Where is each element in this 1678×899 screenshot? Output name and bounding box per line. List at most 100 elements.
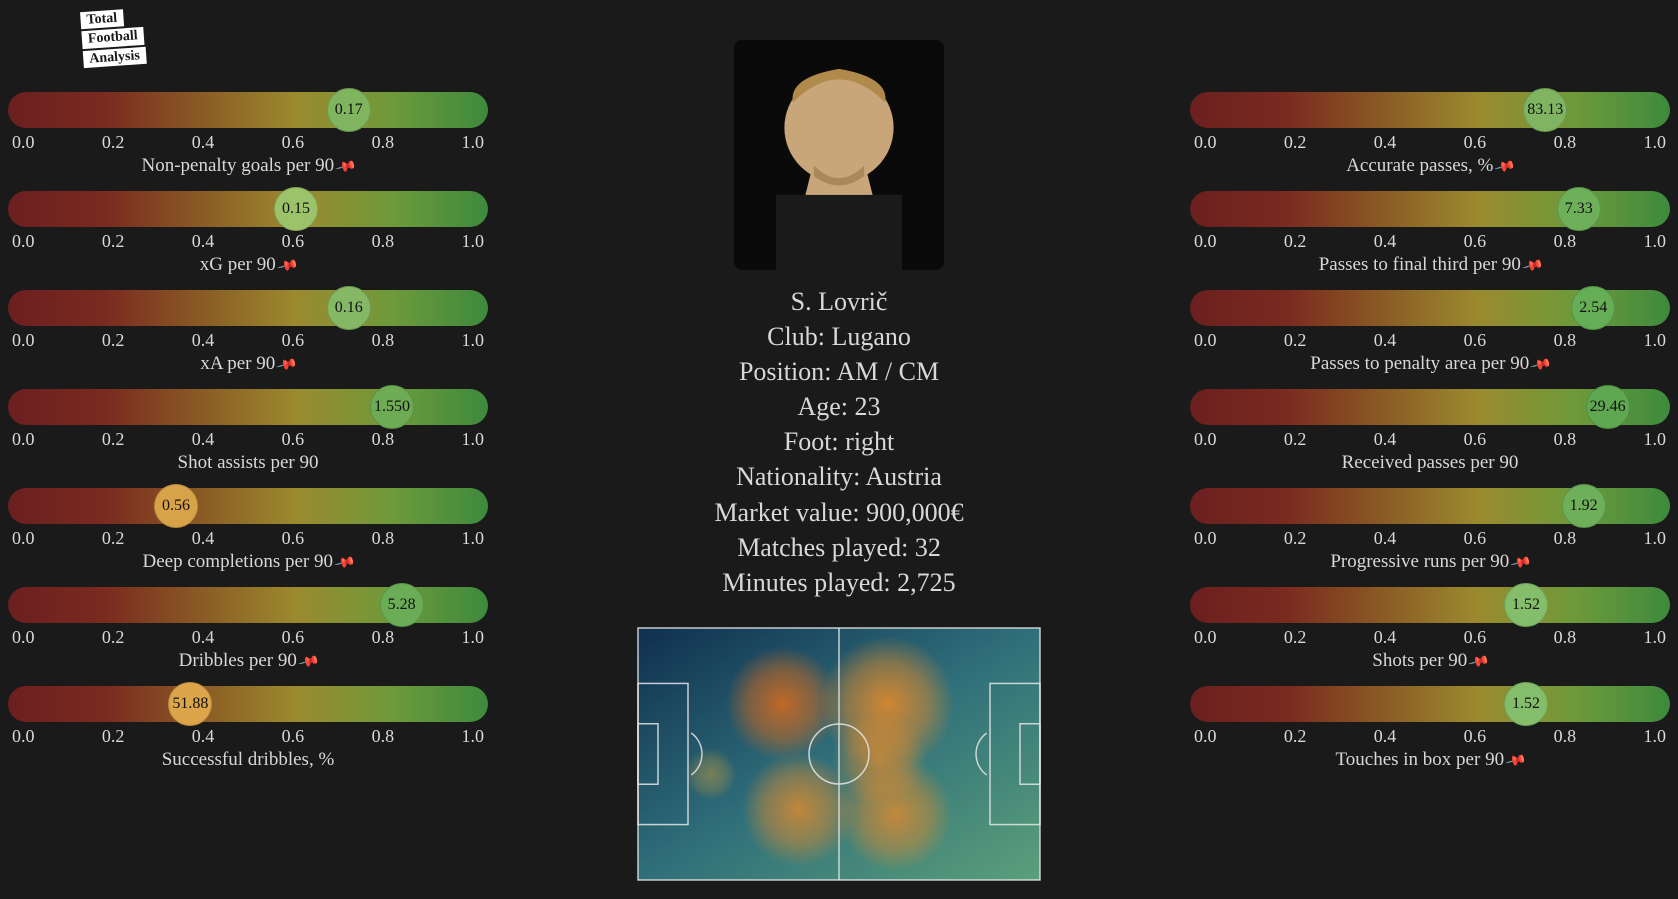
- gauge-handle: 1.52: [1504, 682, 1548, 726]
- gauge-ticks: 0.00.20.40.60.81.0: [8, 627, 488, 648]
- player-market-value-row: Market value: 900,000€: [589, 495, 1089, 530]
- metric-gauge: 0.17 0.00.20.40.60.81.0Non-penalty goals …: [8, 92, 488, 177]
- gauge-track: 51.88: [8, 686, 488, 722]
- logo-line: Football: [81, 27, 144, 49]
- metric-label: Progressive runs per 90📌: [1190, 551, 1670, 573]
- gauge-track: 1.550: [8, 389, 488, 425]
- metric-gauge: 0.15 0.00.20.40.60.81.0xG per 90📌: [8, 191, 488, 276]
- metric-gauge: 0.16 0.00.20.40.60.81.0xA per 90📌: [8, 290, 488, 375]
- metric-gauge: 7.33 0.00.20.40.60.81.0Passes to final th…: [1190, 191, 1670, 276]
- pin-icon: 📌: [1529, 354, 1553, 377]
- metric-label: Accurate passes, %📌: [1190, 155, 1670, 177]
- gauge-track: 1.52: [1190, 686, 1670, 722]
- gauge-handle: 1.52: [1504, 583, 1548, 627]
- metric-label: Non-penalty goals per 90📌: [8, 155, 488, 177]
- gauge-track: 2.54: [1190, 290, 1670, 326]
- player-matches-row: Matches played: 32: [589, 530, 1089, 565]
- metric-label: Shots per 90📌: [1190, 650, 1670, 672]
- gauge-ticks: 0.00.20.40.60.81.0: [8, 231, 488, 252]
- pin-icon: 📌: [1509, 552, 1533, 575]
- metric-gauge: 2.54 0.00.20.40.60.81.0Passes to penalty …: [1190, 290, 1670, 375]
- pin-icon: 📌: [1493, 156, 1517, 179]
- logo-line: Analysis: [83, 47, 147, 69]
- gauge-track: 7.33: [1190, 191, 1670, 227]
- gauge-ticks: 0.00.20.40.60.81.0: [8, 132, 488, 153]
- player-club-row: Club: Lugano: [589, 319, 1089, 354]
- pin-icon: 📌: [297, 651, 321, 674]
- gauge-track: 0.17: [8, 92, 488, 128]
- gauge-ticks: 0.00.20.40.60.81.0: [1190, 330, 1670, 351]
- metric-gauge: 0.56 0.00.20.40.60.81.0Deep completions p…: [8, 488, 488, 573]
- metric-label: Touches in box per 90📌: [1190, 749, 1670, 771]
- gauge-handle: 51.88: [168, 682, 212, 726]
- pin-icon: 📌: [276, 255, 300, 278]
- gauge-handle: 2.54: [1571, 286, 1615, 330]
- gauge-handle: 0.16: [327, 286, 371, 330]
- gauge-track: 0.15: [8, 191, 488, 227]
- metric-gauge: 1.550 0.00.20.40.60.81.0Shot assists per …: [8, 389, 488, 474]
- metric-label: Deep completions per 90📌: [8, 551, 488, 573]
- pin-icon: 📌: [1504, 750, 1528, 773]
- player-name: S. Lovrič: [589, 284, 1089, 319]
- gauge-handle: 0.17: [327, 88, 371, 132]
- metric-label: xG per 90📌: [8, 254, 488, 276]
- gauge-track: 29.46: [1190, 389, 1670, 425]
- pin-icon: 📌: [333, 552, 357, 575]
- player-age-row: Age: 23: [589, 389, 1089, 424]
- gauge-track: 5.28: [8, 587, 488, 623]
- gauge-ticks: 0.00.20.40.60.81.0: [1190, 132, 1670, 153]
- gauge-track: 0.16: [8, 290, 488, 326]
- metric-label: Passes to penalty area per 90📌: [1190, 353, 1670, 375]
- pin-icon: 📌: [1521, 255, 1545, 278]
- metric-label: Received passes per 90: [1190, 452, 1670, 474]
- brand-logo: Total Football Analysis: [80, 8, 146, 70]
- gauge-ticks: 0.00.20.40.60.81.0: [1190, 726, 1670, 747]
- metric-label: Shot assists per 90: [8, 452, 488, 474]
- player-photo: [734, 40, 944, 270]
- metric-gauge: 29.46 0.00.20.40.60.81.0Received passes p…: [1190, 389, 1670, 474]
- pin-icon: 📌: [275, 354, 299, 377]
- player-position-row: Position: AM / CM: [589, 354, 1089, 389]
- left-metrics-column: 0.170.00.20.40.60.81.0Non-penalty goals …: [8, 92, 488, 771]
- logo-line: Total: [80, 9, 124, 29]
- heatmap-pitch: [634, 624, 1044, 884]
- gauge-ticks: 0.00.20.40.60.81.0: [1190, 429, 1670, 450]
- gauge-track: 1.52: [1190, 587, 1670, 623]
- gauge-handle: 0.15: [274, 187, 318, 231]
- gauge-handle: 1.550: [370, 385, 414, 429]
- gauge-handle: 7.33: [1557, 187, 1601, 231]
- player-minutes-row: Minutes played: 2,725: [589, 565, 1089, 600]
- gauge-handle: 29.46: [1586, 385, 1630, 429]
- heatmap-panel: [634, 624, 1044, 884]
- metric-gauge: 83.13 0.00.20.40.60.81.0Accurate passes, …: [1190, 92, 1670, 177]
- gauge-ticks: 0.00.20.40.60.81.0: [8, 330, 488, 351]
- metric-gauge: 1.52 0.00.20.40.60.81.0Touches in box per…: [1190, 686, 1670, 771]
- gauge-handle: 1.92: [1562, 484, 1606, 528]
- gauge-ticks: 0.00.20.40.60.81.0: [1190, 528, 1670, 549]
- metric-label: Dribbles per 90📌: [8, 650, 488, 672]
- metric-label: xA per 90📌: [8, 353, 488, 375]
- gauge-track: 1.92: [1190, 488, 1670, 524]
- right-metrics-column: 83.130.00.20.40.60.81.0Accurate passes, …: [1190, 92, 1670, 771]
- metric-label: Passes to final third per 90📌: [1190, 254, 1670, 276]
- metric-gauge: 1.92 0.00.20.40.60.81.0Progressive runs p…: [1190, 488, 1670, 573]
- player-nationality-row: Nationality: Austria: [589, 459, 1089, 494]
- gauge-handle: 83.13: [1523, 88, 1567, 132]
- gauge-track: 0.56: [8, 488, 488, 524]
- gauge-handle: 0.56: [154, 484, 198, 528]
- metric-gauge: 1.52 0.00.20.40.60.81.0Shots per 90📌: [1190, 587, 1670, 672]
- gauge-ticks: 0.00.20.40.60.81.0: [1190, 231, 1670, 252]
- gauge-handle: 5.28: [380, 583, 424, 627]
- pin-icon: 📌: [1467, 651, 1491, 674]
- metric-label: Successful dribbles, %: [8, 749, 488, 771]
- gauge-ticks: 0.00.20.40.60.81.0: [8, 429, 488, 450]
- gauge-ticks: 0.00.20.40.60.81.0: [8, 726, 488, 747]
- metric-gauge: 51.88 0.00.20.40.60.81.0Successful dribbl…: [8, 686, 488, 771]
- player-foot-row: Foot: right: [589, 424, 1089, 459]
- player-card: S. Lovrič Club: Lugano Position: AM / CM…: [589, 40, 1089, 884]
- gauge-ticks: 0.00.20.40.60.81.0: [1190, 627, 1670, 648]
- gauge-track: 83.13: [1190, 92, 1670, 128]
- pin-icon: 📌: [334, 156, 358, 179]
- metric-gauge: 5.28 0.00.20.40.60.81.0Dribbles per 90📌: [8, 587, 488, 672]
- gauge-ticks: 0.00.20.40.60.81.0: [8, 528, 488, 549]
